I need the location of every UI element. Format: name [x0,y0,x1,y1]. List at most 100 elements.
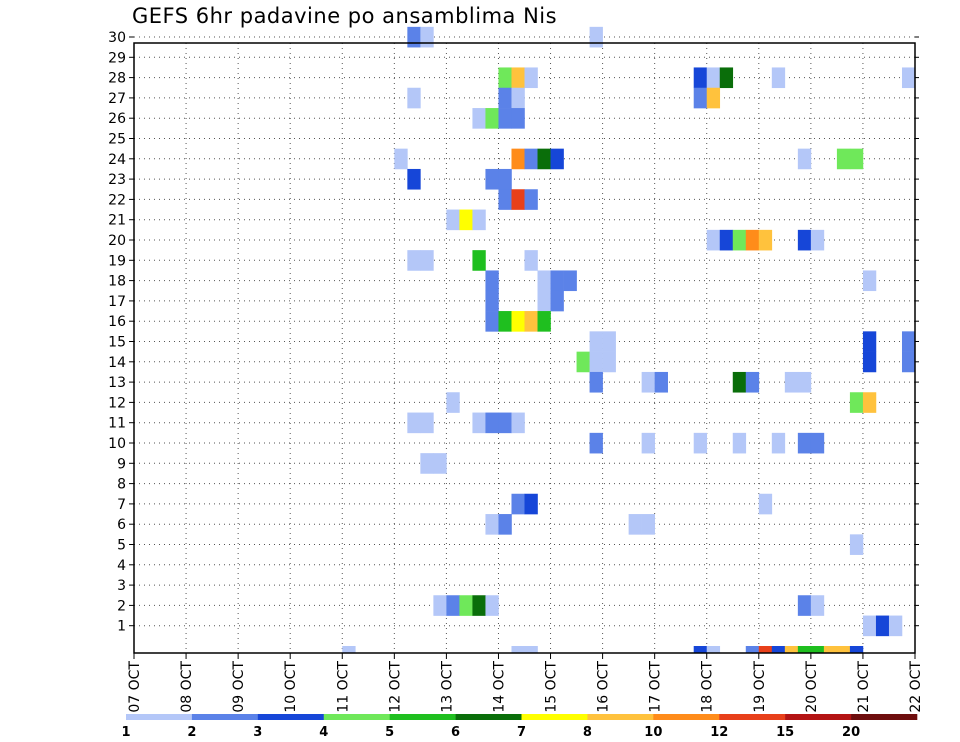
heatmap-cell [706,67,721,89]
heatmap-cell [550,290,564,312]
heatmap-cell [823,646,838,654]
heatmap-cell [810,432,825,454]
heatmap-cell [771,432,786,454]
heatmap-cell [498,412,512,434]
heatmap-cell [485,412,499,434]
heatmap-cell [498,87,512,109]
heatmap-cell [563,270,577,292]
y-tick-label: 29 [108,50,126,66]
heatmap-cell [446,595,460,616]
heatmap-cell [420,26,434,48]
heatmap-cell [511,108,525,129]
heatmap-cell [719,229,734,251]
colorbar-segment [191,714,259,720]
heatmap-cell [550,148,564,170]
y-tick-label: 17 [108,294,126,310]
heatmap-cell [498,108,512,129]
heatmap-cell [524,250,538,271]
heatmap-cell [693,432,708,454]
y-tick-label: 16 [108,314,126,330]
x-tick-label: 17 OCT [648,661,664,713]
y-tick-label: 1 [117,619,126,635]
colorbar-segment [323,714,390,720]
y-tick-label: 12 [108,395,126,411]
x-tick-label: 10 OCT [283,661,299,713]
heatmap-cell [862,331,877,352]
plot-frame [133,42,916,654]
heatmap-cell [862,351,877,373]
heatmap-cell [511,148,525,170]
heatmap-cell [862,392,877,413]
heatmap-cell [498,514,512,535]
heatmap-cell [394,148,408,170]
heatmap-cell [745,371,760,393]
y-tick-label: 30 [108,30,126,46]
heatmap-cell [537,270,551,292]
heatmap-cell [420,250,434,271]
heatmap-cell [862,615,877,637]
heatmap-cell [524,493,538,515]
x-tick-label: 11 OCT [335,661,351,713]
y-tick-label: 4 [117,558,126,574]
heatmap-cell [524,311,538,332]
heatmap-cell [420,412,434,434]
heatmap-cell [485,514,499,535]
heatmap-cell [797,432,812,454]
colorbar-label: 3 [253,725,262,740]
heatmap-cell [511,412,525,434]
x-tick-label: 07 OCT [127,661,143,713]
colorbar-label: 12 [710,725,728,740]
colorbar-segment [587,714,654,720]
heatmap-cell [407,412,421,434]
heatmap-cell [342,646,356,654]
y-tick-label: 24 [108,152,126,168]
heatmap-cell [849,646,864,654]
heatmap-cell [849,148,864,170]
y-tick-label: 8 [117,477,126,493]
heatmap-cell [511,87,525,109]
y-tick-label: 28 [108,71,126,87]
heatmap-cell [745,229,760,251]
heatmap-cell [550,270,564,292]
colorbar-label: 7 [517,725,526,740]
x-tick-label: 09 OCT [231,661,247,713]
colorbar-segment [521,714,588,720]
y-tick-label: 3 [117,578,126,594]
colorbar-label: 4 [319,725,328,740]
heatmap-cell [511,67,525,89]
heatmap-cell [498,168,512,190]
heatmap-cell [797,595,812,616]
heatmap-cell [732,229,747,251]
heatmap-cell [511,646,525,654]
heatmap-cell [706,229,721,251]
heatmap-cell [472,412,486,434]
heatmap-cell [407,168,421,190]
plot-area [134,43,915,653]
heatmap-cell [797,646,812,654]
heatmap-cell [472,250,486,271]
heatmap-cell [602,351,616,373]
heatmap-cell [446,392,460,413]
heatmap-cell [784,371,799,393]
heatmap-cell [511,189,525,210]
heatmap-cell [485,311,499,332]
heatmap-cell [407,87,421,109]
y-tick-label: 21 [108,213,126,229]
heatmap-cell [875,615,890,637]
y-tick-label: 6 [117,517,126,533]
colorbar-label: 20 [842,725,860,740]
y-tick-label: 19 [108,253,126,269]
colorbar-segment [126,714,193,720]
heatmap-cell [524,189,538,210]
heatmap-cell [537,148,551,170]
x-tick-label: 15 OCT [544,661,560,713]
heatmap-cell [810,229,825,251]
x-tick-label: 16 OCT [596,661,612,713]
y-tick-label: 25 [108,132,126,148]
heatmap-cell [771,67,786,89]
x-tick-label: 22 OCT [908,661,924,713]
y-tick-label: 23 [108,172,126,188]
x-tick-label: 20 OCT [804,661,820,713]
heatmap-cell [485,290,499,312]
